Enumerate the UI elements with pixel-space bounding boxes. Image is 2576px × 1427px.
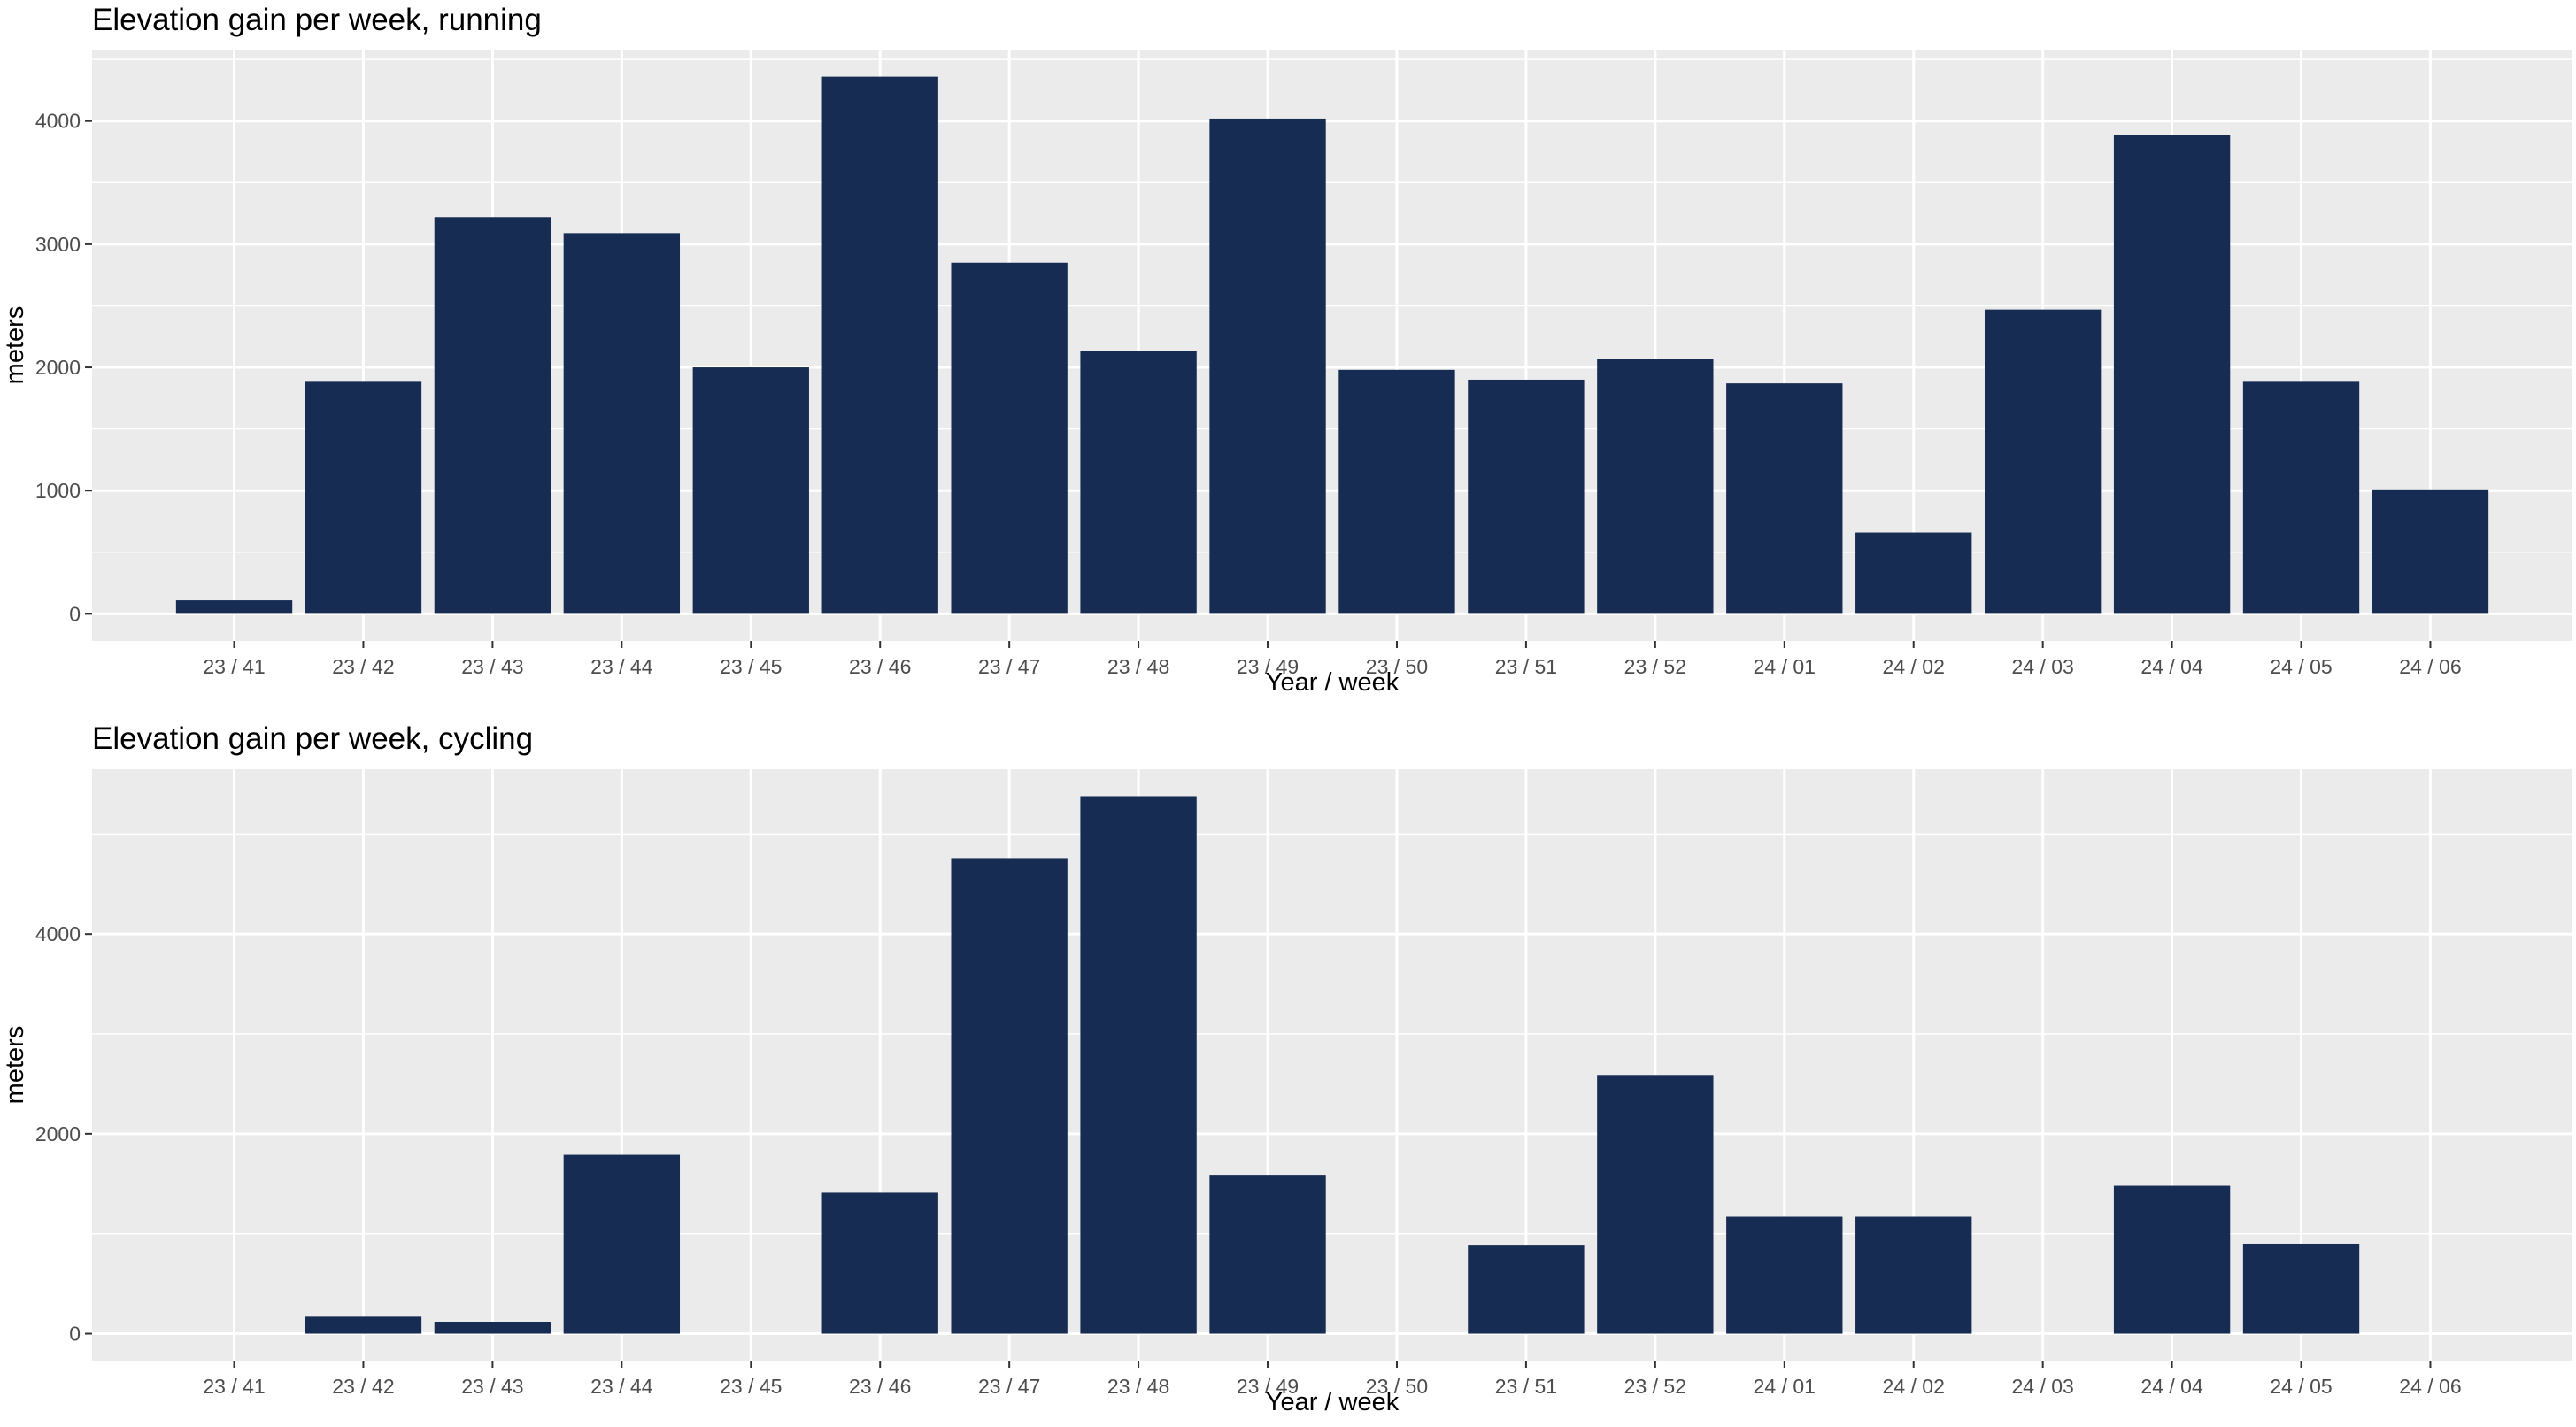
bar <box>1468 1245 1585 1334</box>
x-tick-label: 23 / 44 <box>590 1375 653 1398</box>
bar <box>692 367 809 614</box>
y-axis: 0 2000 4000 <box>35 922 92 1346</box>
y-tick-label: 2000 <box>35 356 81 379</box>
x-tick-label: 23 / 50 <box>1366 655 1428 678</box>
bar <box>821 76 938 614</box>
x-tick-label: 24 / 05 <box>2270 1375 2332 1398</box>
bar-series <box>305 796 2360 1334</box>
bar <box>1984 309 2102 614</box>
x-tick-label: 23 / 43 <box>461 1375 523 1398</box>
x-tick-label: 23 / 46 <box>849 1375 911 1398</box>
x-tick-label: 23 / 47 <box>978 1375 1040 1398</box>
y-tick-label: 2000 <box>35 1122 81 1145</box>
y-axis-title: meters <box>1 306 29 385</box>
x-tick-label: 23 / 42 <box>332 1375 394 1398</box>
bar <box>1597 359 1714 614</box>
bar <box>1468 379 1585 614</box>
x-tick-label: 23 / 45 <box>720 1375 782 1398</box>
bar <box>175 600 293 614</box>
bar <box>305 1316 422 1334</box>
bar <box>1080 796 1197 1334</box>
x-tick-label: 24 / 06 <box>2399 1375 2461 1398</box>
bar-series <box>175 76 2489 614</box>
x-tick-label: 24 / 02 <box>1883 655 1945 678</box>
x-tick-label: 24 / 05 <box>2270 655 2332 678</box>
x-tick-label: 24 / 01 <box>1754 1375 1816 1398</box>
x-tick-label: 24 / 06 <box>2399 655 2461 678</box>
x-tick-label: 23 / 48 <box>1107 1375 1169 1398</box>
bar <box>1855 532 1972 614</box>
y-tick-label: 0 <box>69 1323 81 1346</box>
x-tick-label: 24 / 01 <box>1754 655 1816 678</box>
y-tick-label: 4000 <box>35 110 81 133</box>
bar <box>305 381 422 614</box>
x-tick-label: 23 / 48 <box>1107 655 1169 678</box>
x-tick-label: 23 / 52 <box>1624 1375 1686 1398</box>
bar <box>1338 369 1455 614</box>
bar <box>1855 1216 1972 1334</box>
running-chart: Elevation gain per week, running 0 1000 20… <box>1 3 2572 697</box>
bar <box>1597 1075 1714 1334</box>
x-tick-label: 23 / 41 <box>203 655 265 678</box>
x-axis-title: Year / week <box>1266 1388 1400 1416</box>
bar <box>434 217 551 614</box>
bar <box>1080 351 1197 614</box>
chart-title: Elevation gain per week, running <box>92 3 542 37</box>
x-tick-label: 23 / 52 <box>1624 655 1686 678</box>
x-tick-label: 23 / 49 <box>1237 1375 1299 1398</box>
x-axis: 23 / 41 23 / 42 23 / 43 23 / 44 23 / 45 23 / … <box>203 641 2462 678</box>
bar <box>1726 1216 1843 1334</box>
x-tick-label: 23 / 42 <box>332 655 394 678</box>
bar <box>563 233 681 614</box>
bar <box>434 1321 551 1334</box>
x-tick-label: 23 / 46 <box>849 655 911 678</box>
bar <box>1726 383 1843 614</box>
bar <box>1209 118 1326 614</box>
bar <box>563 1154 681 1334</box>
x-tick-label: 23 / 51 <box>1495 655 1557 678</box>
y-tick-label: 0 <box>69 602 81 625</box>
x-tick-label: 23 / 41 <box>203 1375 265 1398</box>
x-tick-label: 24 / 03 <box>2011 1375 2073 1398</box>
y-axis-title: meters <box>1 1026 29 1105</box>
cycling-chart: Elevation gain per week, cycling 0 2000 40… <box>1 721 2572 1416</box>
bar <box>2113 1185 2231 1334</box>
bar <box>1209 1175 1326 1334</box>
bar <box>2242 1243 2360 1334</box>
bar <box>2113 135 2231 614</box>
bar <box>951 262 1068 614</box>
x-tick-label: 23 / 44 <box>590 655 653 678</box>
chart-title: Elevation gain per week, cycling <box>92 721 533 756</box>
x-tick-label: 24 / 03 <box>2011 655 2073 678</box>
y-tick-label: 3000 <box>35 233 81 256</box>
bar <box>951 858 1068 1334</box>
x-axis-title: Year / week <box>1266 668 1400 697</box>
bar <box>2242 381 2360 614</box>
x-tick-label: 23 / 45 <box>720 655 782 678</box>
x-tick-label: 23 / 47 <box>978 655 1040 678</box>
y-tick-label: 4000 <box>35 922 81 945</box>
x-tick-label: 23 / 51 <box>1495 1375 1557 1398</box>
x-tick-label: 23 / 49 <box>1237 655 1299 678</box>
x-tick-label: 24 / 02 <box>1883 1375 1945 1398</box>
x-axis: 23 / 41 23 / 42 23 / 43 23 / 44 23 / 45 23 / … <box>203 1361 2462 1398</box>
x-tick-label: 24 / 04 <box>2140 655 2203 678</box>
bar <box>2372 489 2489 614</box>
y-axis: 0 1000 2000 3000 4000 <box>35 110 92 625</box>
x-tick-label: 23 / 43 <box>461 655 523 678</box>
y-tick-label: 1000 <box>35 479 81 502</box>
x-tick-label: 24 / 04 <box>2140 1375 2203 1398</box>
bar <box>821 1192 938 1334</box>
x-tick-label: 23 / 50 <box>1366 1375 1428 1398</box>
